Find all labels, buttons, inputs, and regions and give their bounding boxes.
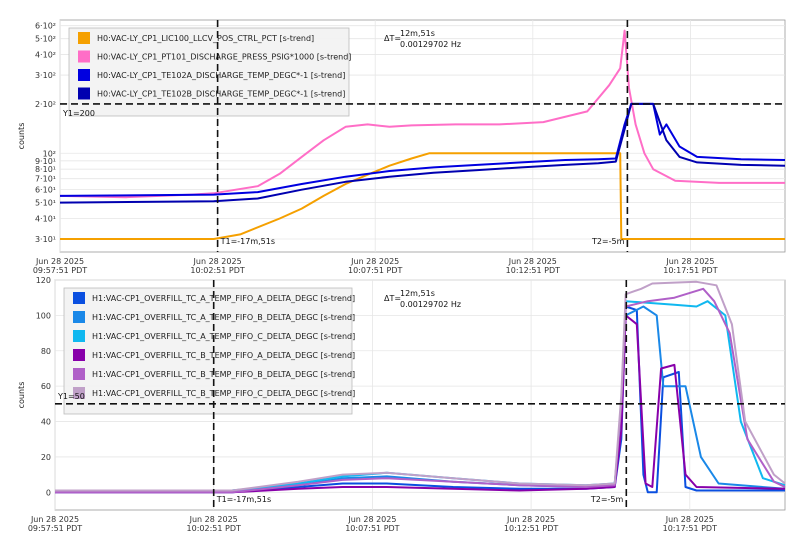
bottom-annotations: Y1=50 T1=-17m,51s T2=-5m ΔT=12m,51s 0.001297… [55, 280, 785, 510]
legend-entry-label: H0:VAC-LY_CP1_TE102A_DISCHARGE_TEMP_DEGC… [97, 71, 345, 80]
y-tick-label: 120 [36, 276, 51, 285]
legend-entry-label: H0:VAC-LY_CP1_TE102B_DISCHARGE_TEMP_DEGC… [97, 90, 345, 99]
delta-t-prefix: ΔT= [384, 34, 401, 43]
x-tick-time-label: 10:17:51 PDT [663, 266, 717, 275]
legend-swatch[interactable] [78, 32, 90, 44]
legend-entry-label: H0:VAC-LY_CP1_PT101_DISCHARGE_PRESS_PSIG… [97, 53, 351, 62]
legend-swatch[interactable] [73, 292, 85, 304]
legend-box [63, 287, 353, 415]
x-tick-date-label: Jun 28 2025 [193, 257, 242, 266]
x-tick-date-label: Jun 28 2025 [347, 515, 396, 524]
legend-swatch[interactable] [73, 368, 85, 380]
legend-swatch[interactable] [78, 69, 90, 81]
legend-swatch[interactable] [73, 349, 85, 361]
legend-swatch[interactable] [73, 387, 85, 399]
legend-entry-label: H1:VAC-CP1_OVERFILL_TC_B_TEMP_FIFO_B_DEL… [92, 370, 355, 379]
y1-cursor-label: Y1=50 [57, 392, 85, 401]
series-line [55, 314, 786, 494]
t2-cursor-label: T2=-5m [591, 237, 625, 246]
series-line [55, 305, 785, 494]
x-tick-date-label: Jun 28 2025 [665, 257, 714, 266]
y-tick-label: 8·10¹ [35, 165, 56, 174]
y-axis-label: counts [17, 382, 26, 409]
bottom-legend[interactable]: H1:VAC-CP1_OVERFILL_TC_A_TEMP_FIFO_A_DEL… [63, 287, 355, 415]
y-axis-label: counts [17, 123, 26, 150]
x-tick-date-label: Jun 28 2025 [508, 257, 557, 266]
x-tick-time-label: 09:57:51 PDT [28, 524, 82, 533]
y-tick-label: 3·10¹ [35, 235, 56, 244]
x-tick-date-label: Jun 28 2025 [189, 515, 238, 524]
legend-swatch[interactable] [73, 330, 85, 342]
x-tick-time-label: 10:12:51 PDT [504, 524, 558, 533]
legend-swatch[interactable] [73, 311, 85, 323]
series-line [59, 102, 786, 204]
delta-t-value: 12m,51s [400, 289, 435, 298]
x-tick-time-label: 10:17:51 PDT [663, 524, 717, 533]
y1-cursor-label: Y1=200 [62, 109, 95, 118]
series-line [59, 29, 785, 199]
y-tick-label: 40 [41, 418, 51, 427]
y-tick-label: 9·10¹ [35, 157, 56, 166]
series-line [55, 280, 786, 492]
y-tick-label: 7·10¹ [35, 175, 56, 184]
delta-t-frequency: 0.00129702 Hz [400, 40, 461, 49]
y-tick-label: 4·10² [35, 51, 56, 60]
x-tick-date-label: Jun 28 2025 [30, 515, 79, 524]
t2-cursor-label: T2=-5m [590, 495, 624, 504]
y-tick-label: 80 [41, 347, 51, 356]
legend-entry-label: H1:VAC-CP1_OVERFILL_TC_A_TEMP_FIFO_A_DEL… [92, 294, 355, 303]
x-tick-date-label: Jun 28 2025 [350, 257, 399, 266]
y-tick-label: 4·10¹ [35, 215, 56, 224]
delta-t-frequency: 0.00129702 Hz [400, 300, 461, 309]
legend-entry-label: H1:VAC-CP1_OVERFILL_TC_A_TEMP_FIFO_B_DEL… [92, 313, 355, 322]
x-tick-time-label: 10:07:51 PDT [348, 266, 402, 275]
y-tick-label: 6·10¹ [35, 186, 56, 195]
x-tick-time-label: 09:57:51 PDT [33, 266, 87, 275]
x-tick-time-label: 10:12:51 PDT [506, 266, 560, 275]
x-tick-date-label: Jun 28 2025 [506, 515, 555, 524]
y-tick-label: 100 [36, 311, 51, 320]
y-tick-label: 2·10² [35, 100, 56, 109]
top-annotations: Y1=200 T1=-17m,51s T2=-5m ΔT=12m,51s 0.00129… [60, 20, 785, 252]
delta-t-prefix: ΔT= [384, 294, 401, 303]
x-tick-time-label: 10:02:51 PDT [187, 524, 241, 533]
y-tick-label: 20 [41, 453, 51, 462]
delta-t-value: 12m,51s [400, 29, 435, 38]
x-tick-date-label: Jun 28 2025 [665, 515, 714, 524]
y-tick-label: 0 [46, 488, 51, 497]
top-series-group [59, 29, 786, 240]
series-line [59, 102, 786, 197]
x-tick-time-label: 10:02:51 PDT [190, 266, 244, 275]
y-tick-label: 10² [43, 149, 56, 158]
y-tick-label: 60 [41, 382, 51, 391]
legend-entry-label: H1:VAC-CP1_OVERFILL_TC_A_TEMP_FIFO_C_DEL… [92, 332, 355, 341]
legend-entry-label: H1:VAC-CP1_OVERFILL_TC_B_TEMP_FIFO_A_DEL… [92, 351, 355, 360]
bottom-series-group [55, 280, 786, 494]
y-tick-label: 5·10¹ [35, 199, 56, 208]
y-tick-label: 3·10² [35, 71, 56, 80]
legend-swatch[interactable] [78, 87, 90, 100]
legend-entry-label: H1:VAC-CP1_OVERFILL_TC_B_TEMP_FIFO_C_DEL… [92, 389, 355, 398]
t1-cursor-label: T1=-17m,51s [220, 237, 275, 246]
x-tick-date-label: Jun 28 2025 [35, 257, 84, 266]
x-tick-time-label: 10:07:51 PDT [345, 524, 399, 533]
legend-box [68, 27, 350, 117]
legend-swatch[interactable] [78, 50, 90, 63]
y-tick-label: 6·10² [35, 22, 56, 31]
legend-entry-label: H0:VAC-LY_CP1_LIC100_LLCV_POS_CTRL_PCT [… [97, 34, 314, 43]
top-legend[interactable]: H0:VAC-LY_CP1_LIC100_LLCV_POS_CTRL_PCT [… [68, 27, 351, 117]
y-tick-label: 5·10² [35, 35, 56, 44]
t1-cursor-label: T1=-17m,51s [216, 495, 271, 504]
